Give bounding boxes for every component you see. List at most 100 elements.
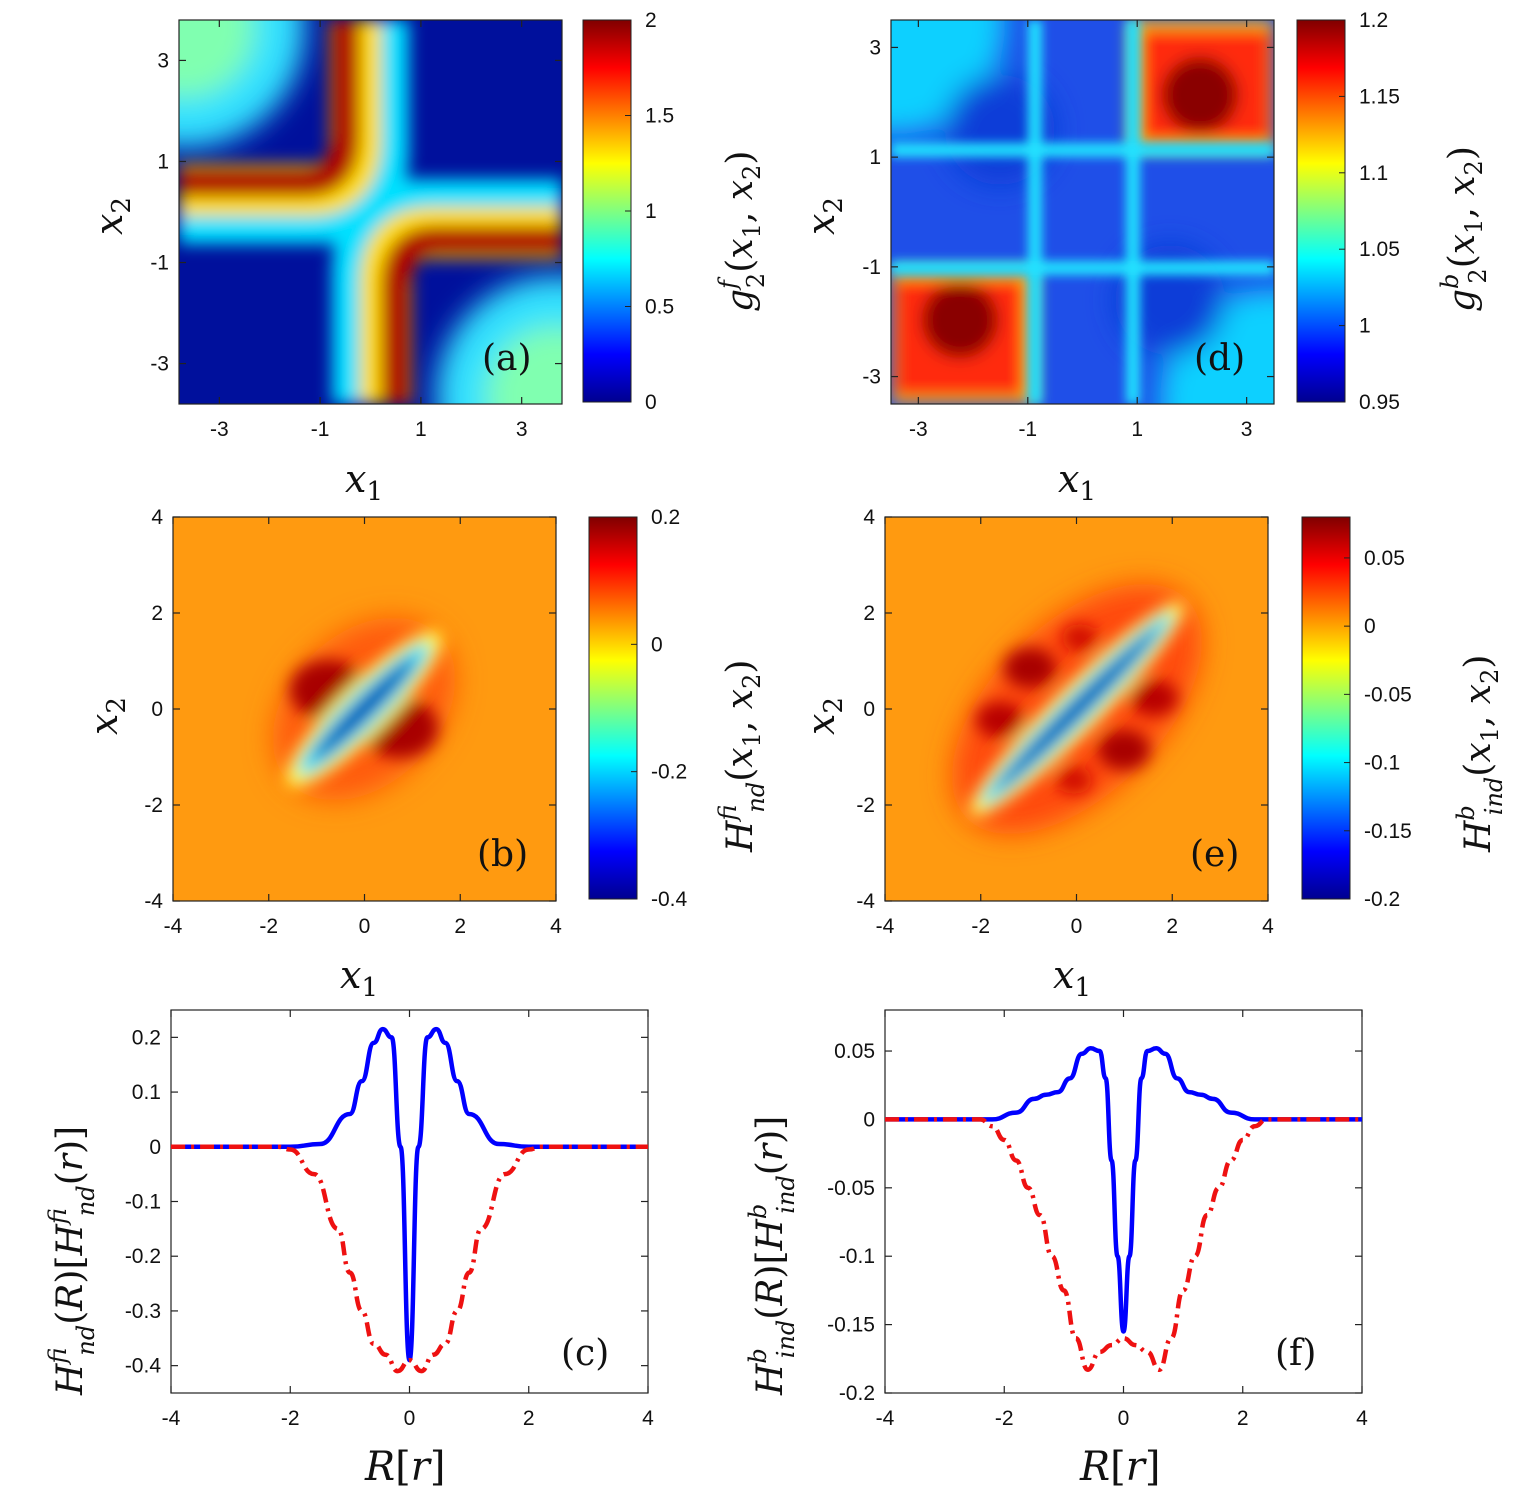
panel-e-ytick-label: 4 xyxy=(863,506,875,529)
panel-f-ytick-label: -0.1 xyxy=(839,1245,875,1268)
panel-e-cbar-tick-label: -0.2 xyxy=(1364,888,1400,911)
panel-e-xtick-label: -4 xyxy=(876,915,895,938)
panel-b-field xyxy=(173,517,556,901)
panel-b-xtick-label: -4 xyxy=(164,915,183,938)
panel-d-cbar-tick-label: 1.15 xyxy=(1359,85,1400,108)
panel-a-cbar-tick-label: 1.5 xyxy=(645,105,674,128)
panel-e-xtick-label: 4 xyxy=(1262,915,1274,938)
panel-f-tag: (f) xyxy=(1275,1333,1316,1374)
panel-c-tag: (c) xyxy=(561,1333,609,1374)
panel-e-field xyxy=(885,517,1268,901)
panel-a-colorbar xyxy=(582,19,632,403)
panel-f-xtick-label: -2 xyxy=(995,1407,1014,1430)
panel-a-tag: (a) xyxy=(482,338,532,379)
panel-d-cbar-tick-label: 0.95 xyxy=(1359,391,1400,414)
panel-f-xtick-label: 4 xyxy=(1356,1407,1368,1430)
panel-a-ytick-label: -1 xyxy=(150,252,169,275)
panel-c-xtick-label: -4 xyxy=(162,1407,181,1430)
panel-e-cbar-tick-label: -0.1 xyxy=(1364,752,1400,775)
tick-layer: -3 -1 1 3 -3 -1 1 3 0 0.5 1 1.5 2 -4 -2 0 2 4 -4 -2 0 2 4 -0.4 -… xyxy=(125,9,1412,1430)
panel-f-ytick-label: 0.05 xyxy=(834,1040,875,1063)
panel-d-xtick-label: -1 xyxy=(1018,418,1037,441)
panel-c-ytick-label: 0 xyxy=(149,1136,161,1159)
panel-e-tag: (e) xyxy=(1190,834,1239,875)
panel-a-xtick-label: -1 xyxy=(311,418,330,441)
panel-d-colorbar xyxy=(1296,19,1346,403)
panel-a-ytick-label: -3 xyxy=(150,353,169,376)
panel-f-xtick-label: 2 xyxy=(1237,1407,1249,1430)
panel-d-cbar-tick-label: 1.2 xyxy=(1359,9,1388,32)
panel-f-ytick-label: 0 xyxy=(863,1108,875,1131)
panel-f-xtick-label: -4 xyxy=(876,1407,895,1430)
panel-c-ytick-label: -0.1 xyxy=(125,1191,161,1214)
panel-d-xtick-label: 1 xyxy=(1131,418,1143,441)
panel-e-heatmap: (e) xyxy=(884,516,1269,902)
panel-b-cbar-tick-label: -0.2 xyxy=(651,761,687,784)
panel-d-ylabel: x2 xyxy=(799,197,849,235)
panel-b-ylabel: x2 xyxy=(82,697,132,735)
panel-c-ytick-label: 0.1 xyxy=(132,1081,161,1104)
panel-b-ytick-label: 0 xyxy=(151,698,163,721)
panel-a-ylabel: x2 xyxy=(87,197,137,235)
panel-e-ylabel: x2 xyxy=(799,697,849,735)
panel-e-cbar-tick-label: -0.15 xyxy=(1364,820,1412,843)
panel-c-xlabel: R[r] xyxy=(364,1444,445,1490)
panel-e-xtick-label: 2 xyxy=(1166,915,1178,938)
panel-b-colorbar xyxy=(588,516,638,900)
panel-a-xlabel: x1 xyxy=(345,457,383,507)
panel-b-xtick-label: 4 xyxy=(550,915,562,938)
panel-d-ytick-label: 3 xyxy=(869,36,881,59)
panel-b-cbar-label: Hfind(x1, x2) xyxy=(714,660,770,853)
panel-d-ytick-label: 1 xyxy=(869,146,881,169)
panel-d-xlabel: x1 xyxy=(1058,457,1096,507)
panel-e-cbar-tick-label: 0.05 xyxy=(1364,547,1405,570)
panel-f-xlabel: R[r] xyxy=(1079,1444,1160,1490)
panel-f-ytick-label: -0.2 xyxy=(839,1382,875,1405)
panel-d-cbar-tick-label: 1 xyxy=(1359,315,1371,338)
panel-a-cbar-tick-label: 2 xyxy=(645,9,657,32)
panel-c-ytick-label: 0.2 xyxy=(132,1026,161,1049)
panel-c-ylabel: Hfind(R)[Hfind(r)] xyxy=(44,1126,100,1396)
panel-a-frame xyxy=(178,19,563,405)
panel-a-cbar-tick-label: 0 xyxy=(645,391,657,414)
panel-a-ytick-label: 3 xyxy=(157,49,169,72)
panel-b-ytick-label: -2 xyxy=(144,794,163,817)
panel-d-xtick-label: 3 xyxy=(1241,418,1253,441)
panel-d-tag: (d) xyxy=(1194,338,1245,379)
panel-d-xtick-label: -3 xyxy=(909,418,928,441)
panel-c-xtick-label: 4 xyxy=(642,1407,654,1430)
panel-d-ytick-label: -3 xyxy=(862,366,881,389)
panel-a-xtick-label: -3 xyxy=(210,418,229,441)
panel-b-cbar-tick-label: 0 xyxy=(651,633,663,656)
panel-b-xtick-label: 0 xyxy=(359,915,371,938)
panel-e-colorbar xyxy=(1301,516,1351,900)
panel-c-lineplot: (c) xyxy=(170,1009,649,1394)
panel-c-xtick-label: 2 xyxy=(523,1407,535,1430)
panel-b-cbar-tick-label: -0.4 xyxy=(651,888,688,911)
panel-f-ytick-label: -0.15 xyxy=(827,1314,875,1337)
panel-f-series-dashdot xyxy=(885,1117,1362,1372)
panel-b-xtick-label: 2 xyxy=(454,915,466,938)
panel-c-frame xyxy=(170,1009,649,1394)
panel-d-ytick-label: -1 xyxy=(862,256,881,279)
panel-a-heatmap: (a) xyxy=(178,19,563,405)
panel-c-xtick-label: 0 xyxy=(404,1407,416,1430)
panel-d-cbar-tick-label: 1.05 xyxy=(1359,238,1400,261)
panel-f-lineplot: (f) xyxy=(884,1009,1363,1394)
panel-e-cbar-tick-label: -0.05 xyxy=(1364,683,1412,706)
panel-f-series-solid xyxy=(885,1046,1362,1334)
panel-d-heatmap: (d) xyxy=(890,19,1275,405)
panel-f-xtick-label: 0 xyxy=(1118,1407,1130,1430)
panel-e-xtick-label: -2 xyxy=(971,915,990,938)
panel-b-ytick-label: 4 xyxy=(151,506,163,529)
panel-b-heatmap: (b) xyxy=(172,516,557,902)
panel-c-ytick-label: -0.2 xyxy=(125,1245,161,1268)
panel-c-xtick-label: -2 xyxy=(281,1407,300,1430)
panel-c-series-dashdot xyxy=(171,1144,648,1374)
panel-f-ylabel: Hbind(R)[Hbind(r)] xyxy=(744,1116,800,1396)
panel-d-frame xyxy=(890,19,1275,405)
panel-e-ytick-label: 0 xyxy=(863,698,875,721)
panel-a-cbar-tick-label: 1 xyxy=(645,200,657,223)
panel-a-field xyxy=(179,20,562,404)
